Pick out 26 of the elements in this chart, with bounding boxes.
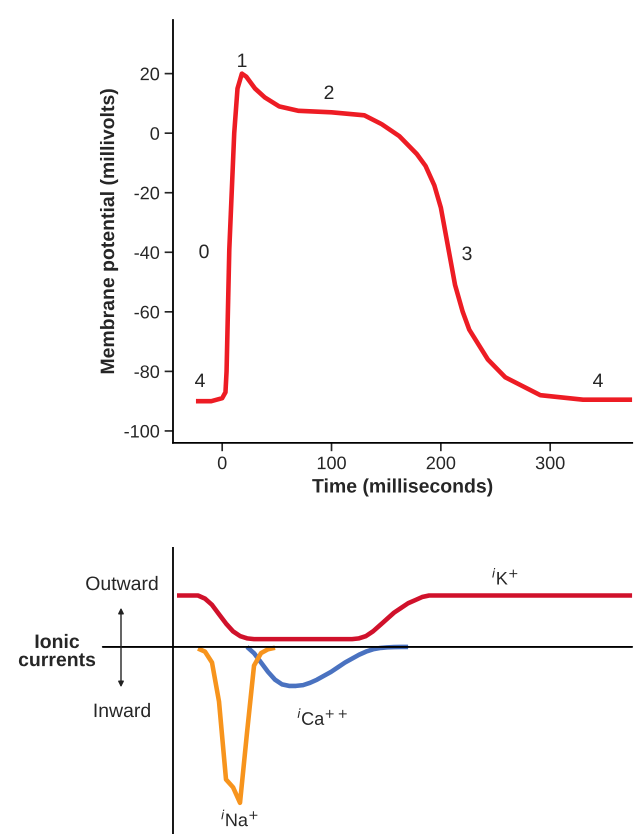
y-tick-label: 20 xyxy=(140,68,160,80)
annotation: 4 xyxy=(195,374,205,388)
text: Outward xyxy=(86,576,158,590)
x-tick-label: 100 xyxy=(318,456,346,470)
y-tick-label: 0 xyxy=(150,127,160,140)
y-tick-label: -40 xyxy=(134,246,160,259)
x-axis-title: Time (milliseconds) xyxy=(312,478,492,497)
annotation: 1 xyxy=(238,54,246,68)
series-label: $^{i}$Na$^{+}$ xyxy=(221,810,258,826)
text: Inward xyxy=(94,702,150,718)
x-tick-label: 300 xyxy=(536,456,565,470)
series-label: $^{i}$K$^{+}$ xyxy=(492,568,518,584)
text: Ionic currents xyxy=(18,634,96,666)
annotation: 4 xyxy=(593,374,603,388)
annotation: 0 xyxy=(199,244,209,258)
series-label: $^{i}$Ca$^{++}$ xyxy=(298,708,347,725)
y-tick-label: -60 xyxy=(134,306,160,319)
y-tick-label: -100 xyxy=(124,424,160,438)
y-axis-title: Membrane potential (millivolts) xyxy=(100,89,118,374)
line-series xyxy=(194,71,632,404)
x-tick-label: 200 xyxy=(426,456,456,470)
annotation: 3 xyxy=(462,246,472,260)
y-tick-label: -80 xyxy=(134,365,160,378)
y-tick-label: -20 xyxy=(134,186,160,200)
x-tick-label: 0 xyxy=(218,456,227,470)
annotation: 2 xyxy=(324,85,334,100)
